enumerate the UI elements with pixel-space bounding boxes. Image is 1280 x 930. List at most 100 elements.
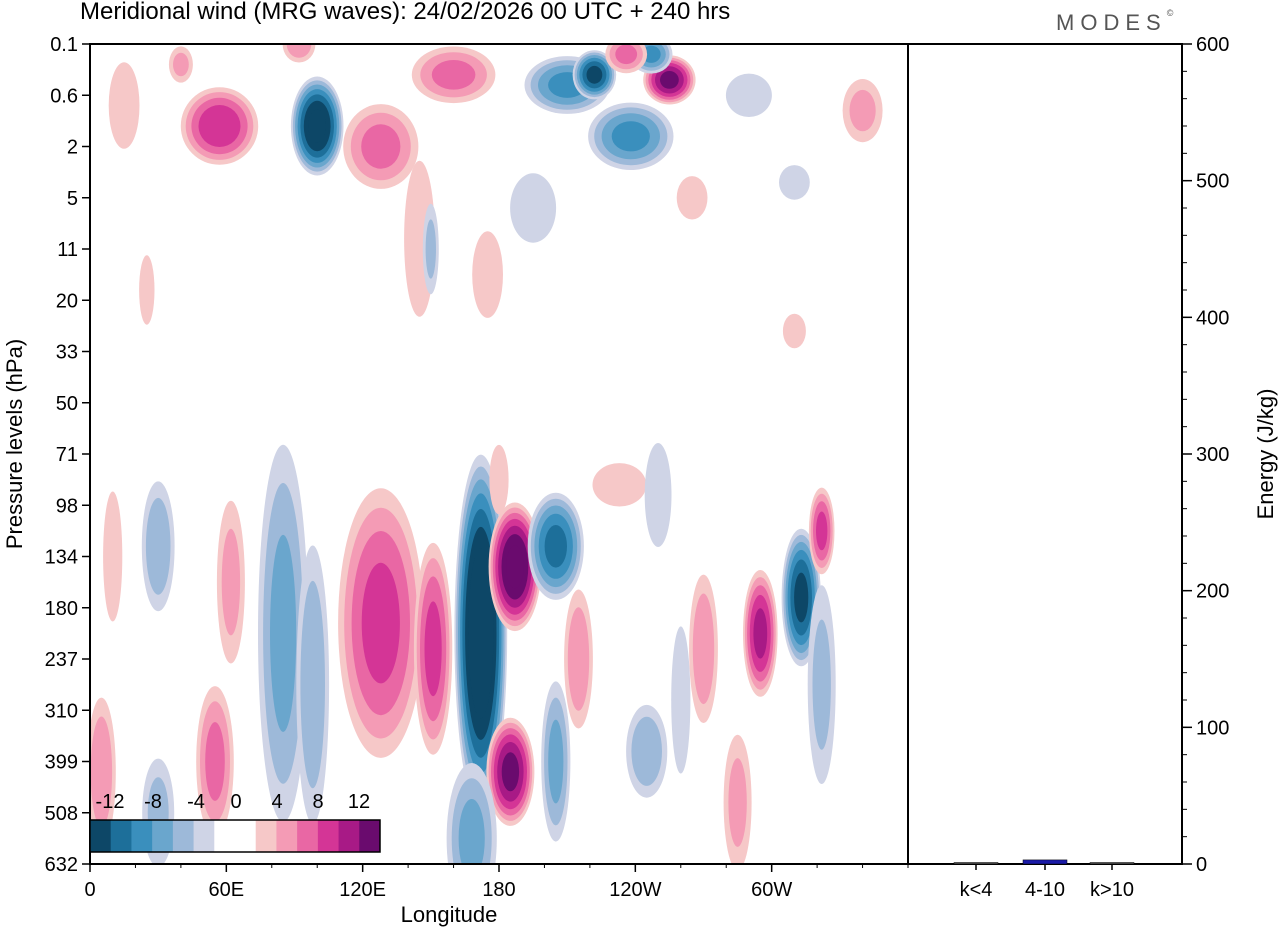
wind-anomaly-46 [779, 165, 810, 200]
energy-tick-label: 100 [1196, 717, 1229, 739]
colorbar-label: 0 [230, 791, 241, 813]
wind-anomaly-17 [446, 763, 497, 864]
colorbar-swatch [152, 820, 174, 852]
wind-anomaly-43 [422, 203, 439, 295]
contour-band [501, 752, 520, 792]
energy-tick-label: 600 [1196, 34, 1229, 56]
wind-anomaly-31 [282, 44, 316, 63]
y-tick-label: 98 [56, 495, 78, 517]
wind-anomaly-39 [588, 102, 674, 170]
wind-anomaly-9 [141, 481, 175, 612]
contour-band [103, 491, 123, 622]
energy-cat-label: k>10 [1090, 879, 1134, 901]
y-tick-label: 5 [67, 188, 78, 210]
colorbar-label: -4 [187, 791, 205, 813]
wind-anomaly-11 [296, 545, 330, 824]
y-tick-label: 33 [56, 342, 78, 364]
x-tick-label: 60W [751, 879, 792, 901]
wind-anomaly-27 [489, 444, 509, 515]
wind-anomaly-3 [486, 717, 535, 826]
wind-anomaly-45 [676, 176, 708, 220]
wind-anomaly-30 [343, 104, 419, 189]
colorbar-swatch [359, 820, 381, 852]
brand-logo: MODES© [1056, 8, 1174, 36]
wind-anomaly-14 [90, 697, 116, 846]
wind-anomaly-25 [592, 463, 647, 507]
wind-anomaly-23 [807, 585, 836, 784]
contour-band [728, 758, 747, 847]
wind-anomaly-44 [510, 173, 557, 243]
contour-band [361, 562, 400, 684]
axes: 0.1 0.6 2 5 11 20 33 50 71 98 134 180 237 310 399 508 63… [2, 34, 909, 927]
contour-band [90, 716, 113, 828]
wind-anomaly-8 [808, 487, 835, 575]
heatmap-field [90, 44, 883, 864]
colorbar-label: 4 [271, 791, 282, 813]
colorbar-swatch [276, 820, 298, 852]
wind-anomaly-18 [541, 681, 571, 842]
wind-anomaly-26 [644, 443, 672, 547]
contour-band [198, 105, 241, 147]
colorbar-label: -12 [96, 791, 125, 813]
colorbar-swatch [110, 820, 132, 852]
wind-anomaly-40 [108, 62, 140, 149]
contour-band [173, 52, 189, 77]
brand-mark: © [1166, 8, 1174, 18]
wind-anomaly-47 [725, 73, 772, 118]
contour-band [548, 719, 564, 804]
contour-band [725, 73, 772, 118]
colorbar: -12 -8 -4 0 4 8 12 [89, 791, 381, 853]
x-axis-title: Longitude [401, 902, 498, 927]
y-tick-label: 2 [67, 137, 78, 159]
x-tick-label: 60E [209, 879, 245, 901]
contour-band [544, 525, 567, 568]
wind-anomaly-5 [413, 542, 453, 755]
y-tick-label: 508 [45, 803, 78, 825]
energy-bar-k>10 [1089, 862, 1135, 865]
wind-anomaly-15 [103, 491, 123, 622]
contour-band [489, 444, 509, 515]
y-tick-label: 71 [56, 444, 78, 466]
x-tick-label: 180 [482, 879, 515, 901]
colorbar-swatch [297, 820, 319, 852]
contour-band [615, 44, 638, 65]
contour-band [431, 60, 476, 90]
contour-band [849, 89, 876, 132]
colorbar-swatch [338, 820, 360, 852]
contour-band [300, 580, 326, 789]
contour-band [586, 65, 603, 84]
energy-bar-k<4 [953, 862, 999, 865]
colorbar-swatch [90, 820, 112, 852]
wind-anomaly-29 [180, 87, 259, 165]
colorbar-swatch [131, 820, 153, 852]
wind-anomaly-21 [689, 574, 718, 723]
contour-band [361, 124, 401, 169]
y-tick-label: 11 [57, 239, 78, 261]
y-tick-label: 134 [45, 547, 78, 569]
contour-band [794, 572, 809, 623]
energy-cat-label: k<4 [960, 879, 993, 901]
contour-band [205, 722, 225, 801]
wind-anomaly-10 [258, 444, 309, 822]
colorbar-swatch [193, 820, 215, 852]
contour-band [506, 545, 524, 589]
wind-anomaly-50 [782, 313, 806, 349]
wind-anomaly-38 [605, 44, 648, 74]
wind-anomaly-19 [564, 589, 593, 729]
wind-anomaly-32 [168, 46, 193, 83]
energy-tick-label: 0 [1196, 854, 1207, 876]
colorbar-label: 8 [312, 791, 323, 813]
contour-band [644, 443, 672, 547]
wind-anomaly-2 [527, 492, 584, 600]
energy-tick-label: 300 [1196, 444, 1229, 466]
colorbar-swatch [235, 820, 257, 852]
wind-anomaly-24 [671, 626, 691, 774]
energy-bar-panel: 0 100 200 300 400 500 600 Energy (J/kg) k<4 4-10 k… [907, 34, 1278, 901]
contour-band [779, 165, 810, 200]
wind-anomaly-4 [338, 488, 424, 758]
contour-band [458, 799, 485, 864]
wind-anomaly-20 [626, 704, 668, 798]
wind-anomaly-33 [411, 46, 496, 104]
wind-anomaly-6 [743, 570, 778, 697]
